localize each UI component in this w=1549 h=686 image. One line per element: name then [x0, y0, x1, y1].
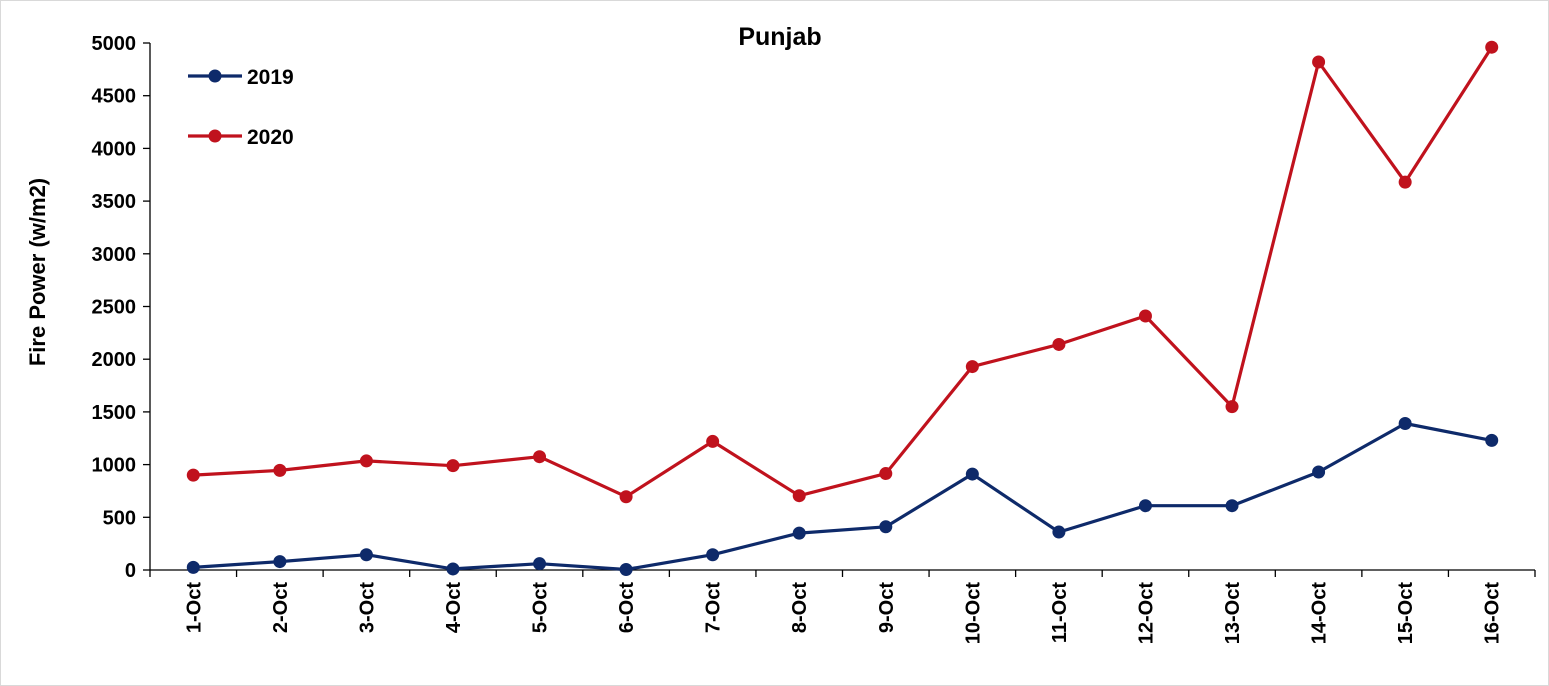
x-tick-label: 2-Oct [270, 582, 292, 633]
x-tick-label: 5-Oct [530, 582, 552, 633]
data-point [186, 468, 200, 482]
data-point [1225, 400, 1239, 414]
data-point [706, 434, 720, 448]
x-tick-label: 7-Oct [703, 582, 725, 633]
data-point [1485, 40, 1499, 54]
data-point [1398, 175, 1412, 189]
data-point [186, 560, 200, 574]
series-line [193, 46, 1494, 499]
data-point [1398, 416, 1412, 430]
data-point [533, 557, 547, 571]
data-point [1138, 499, 1152, 513]
series-2020 [186, 40, 1499, 504]
y-tick-label: 5000 [92, 33, 137, 55]
data-point [1225, 499, 1239, 513]
x-tick-label: 8-Oct [789, 582, 811, 633]
y-tick-label: 3000 [92, 244, 137, 266]
legend-swatch-marker [208, 69, 222, 83]
y-axis-label: Fire Power (w/m2) [25, 178, 50, 366]
data-point [619, 562, 633, 576]
y-tick-label: 2500 [92, 297, 137, 319]
data-point [1052, 525, 1066, 539]
data-point [359, 454, 373, 468]
data-point [273, 555, 287, 569]
data-point [1312, 465, 1326, 479]
x-ticks: 1-Oct 2-Oct 3-Oct 4-Oct 5-Oct 6-Oct 7-Oct 8-Oct… [149, 570, 1536, 645]
legend-item: 2020 [188, 126, 294, 149]
x-tick-label: 9-Oct [876, 582, 898, 633]
axes [149, 43, 1535, 571]
data-point [1138, 309, 1152, 323]
x-tick-label: 13-Oct [1222, 582, 1244, 645]
data-point [446, 459, 460, 473]
data-point [359, 548, 373, 562]
data-point [1485, 433, 1499, 447]
y-tick-label: 3500 [92, 191, 137, 213]
x-tick-label: 10-Oct [962, 582, 984, 645]
data-point [273, 463, 287, 477]
legend-label: 2019 [247, 66, 294, 89]
data-point [1312, 55, 1326, 69]
data-point [619, 490, 633, 504]
x-tick-label: 11-Oct [1049, 582, 1071, 643]
y-tick-label: 2000 [92, 349, 137, 371]
series-2019 [186, 416, 1499, 576]
data-point [792, 489, 806, 503]
data-point [965, 467, 979, 481]
legend: 2019 2020 [188, 66, 294, 149]
data-point [965, 360, 979, 374]
legend-swatch-marker [208, 129, 222, 143]
x-tick-label: 1-Oct [183, 582, 205, 633]
x-tick-label: 14-Oct [1309, 582, 1331, 645]
y-tick-label: 1500 [92, 402, 137, 424]
y-tick-label: 4500 [92, 86, 137, 108]
y-tick-label: 4000 [92, 138, 137, 160]
series-layer [186, 40, 1499, 576]
data-point [706, 548, 720, 562]
y-tick-label: 1000 [92, 455, 137, 477]
chart-title: Punjab [738, 23, 821, 51]
data-point [533, 450, 547, 464]
x-tick-label: 15-Oct [1395, 582, 1417, 645]
legend-item: 2019 [188, 66, 294, 89]
x-tick-label: 6-Oct [616, 582, 638, 633]
x-tick-label: 16-Oct [1482, 582, 1504, 645]
x-tick-label: 12-Oct [1135, 582, 1157, 645]
series-line [193, 421, 1493, 572]
data-point [446, 562, 460, 576]
y-tick-label: 0 [125, 560, 136, 582]
x-tick-label: 3-Oct [356, 582, 378, 633]
y-ticks: 0 500 1000 1500 2000 2500 3000 3500 4000 4500 5000 [92, 33, 150, 582]
data-point [1052, 337, 1066, 351]
data-point [879, 467, 893, 481]
legend-label: 2020 [247, 126, 294, 149]
data-point [792, 526, 806, 540]
x-tick-label: 4-Oct [443, 582, 465, 633]
data-point [879, 520, 893, 534]
y-tick-label: 500 [103, 507, 136, 529]
